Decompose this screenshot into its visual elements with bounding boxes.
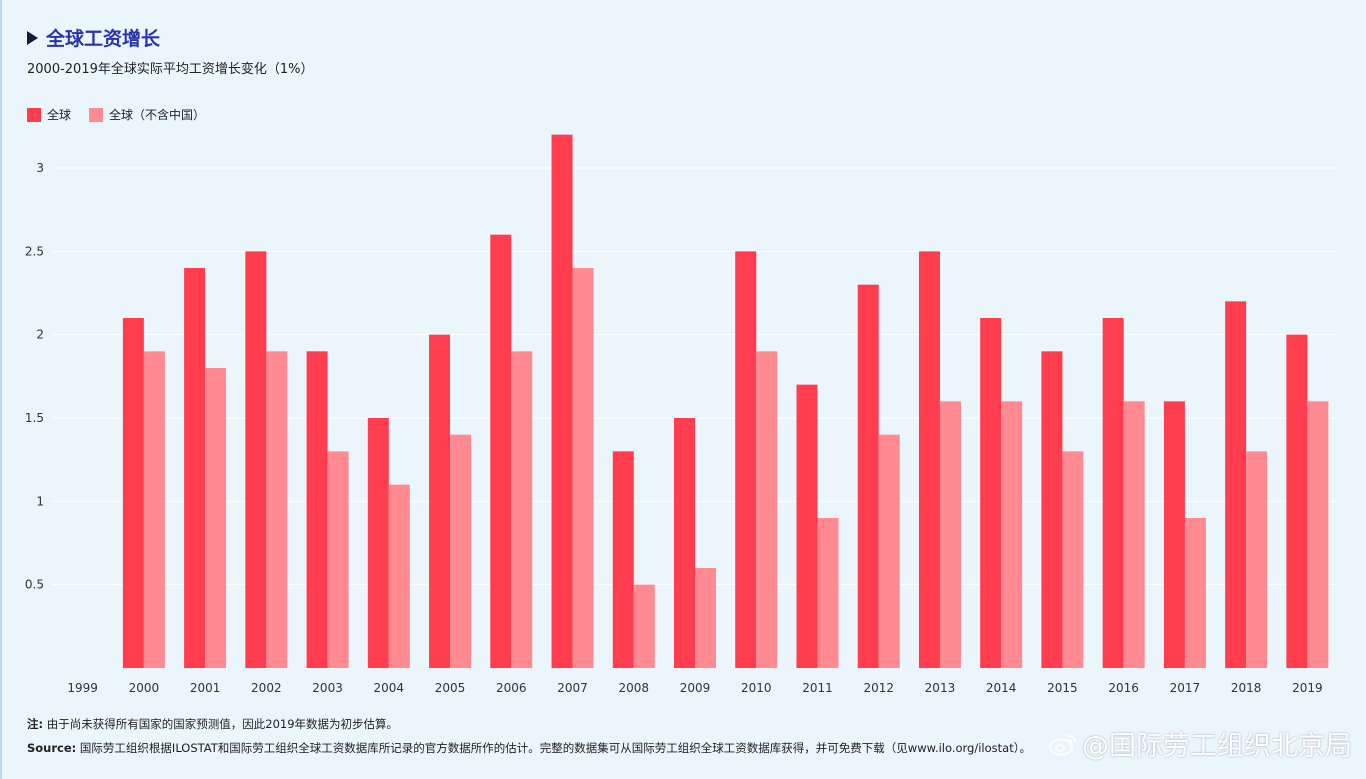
x-tick-label: 2014 [986, 681, 1017, 695]
y-tick-label: 2.5 [25, 244, 44, 258]
bar-global [1102, 318, 1124, 668]
x-tick-label: 2017 [1170, 681, 1201, 695]
left-border [0, 0, 2, 779]
bar-global-excl-china [878, 434, 900, 668]
bar-global-excl-china [511, 351, 533, 668]
source-line: Source: 国际劳工组织根据ILOSTAT和国际劳工组织全球工资数据库所记录… [27, 740, 1031, 756]
legend-item-global[interactable]: 全球 [27, 106, 71, 123]
bar-global-excl-china [756, 351, 778, 668]
note-label: 注: [27, 717, 44, 731]
x-tick-label: 2010 [741, 681, 772, 695]
x-tick-label: 2006 [496, 681, 527, 695]
bar-global-excl-china [939, 401, 961, 668]
note-text: 由于尚未获得所有国家的国家预测值，因此2019年数据为初步估算。 [46, 717, 399, 731]
bar-global [551, 134, 573, 668]
title-row: 全球工资增长 [27, 24, 160, 51]
chart-subtitle: 2000-2019年全球实际平均工资增长变化（1%） [27, 62, 314, 77]
bar-global [857, 284, 879, 668]
x-tick-label: 2016 [1108, 681, 1139, 695]
bar-global [1286, 334, 1308, 668]
footnote: 注: 由于尚未获得所有国家的国家预测值，因此2019年数据为初步估算。 [27, 716, 398, 732]
triangle-right-icon [27, 30, 38, 45]
y-tick-label: 0.5 [25, 578, 44, 592]
legend-swatch-global-excl-china [89, 107, 104, 122]
legend-label-global-excl-china: 全球（不含中国） [109, 108, 206, 122]
bar-global-excl-china [388, 484, 410, 668]
bar-global [1225, 301, 1247, 668]
bar-global-excl-china [327, 451, 349, 668]
bar-global [980, 318, 1002, 668]
x-tick-label: 2004 [374, 681, 405, 695]
bar-global-excl-china [1184, 518, 1206, 668]
bar-global [1041, 351, 1063, 668]
bar-global [735, 251, 757, 669]
x-tick-label: 2009 [680, 681, 711, 695]
bar-global-excl-china [572, 268, 594, 668]
chart-legend: 全球 全球（不含中国） [27, 106, 223, 123]
x-tick-label: 2001 [190, 681, 221, 695]
x-tick-label: 2007 [557, 681, 588, 695]
x-tick-label: 2015 [1047, 681, 1078, 695]
bar-global-excl-china [450, 434, 472, 668]
bar-global-excl-china [633, 584, 655, 668]
bar-global-excl-china [1307, 401, 1329, 668]
bar-global [1163, 401, 1185, 668]
bar-global-excl-china [1246, 451, 1268, 668]
x-tick-label: 2013 [925, 681, 956, 695]
x-tick-label: 1999 [67, 681, 98, 695]
x-tick-label: 2018 [1231, 681, 1262, 695]
source-text: 国际劳工组织根据ILOSTAT和国际劳工组织全球工资数据库所记录的官方数据所作的… [79, 741, 1031, 755]
chart-title: 全球工资增长 [46, 28, 161, 50]
bar-global-excl-china [1062, 451, 1084, 668]
x-tick-label: 2003 [312, 681, 343, 695]
source-label: Source: [27, 741, 77, 755]
legend-item-global-excl-china[interactable]: 全球（不含中国） [89, 106, 205, 123]
x-tick-label: 2012 [863, 681, 894, 695]
bar-global [306, 351, 328, 668]
x-tick-label: 2019 [1292, 681, 1323, 695]
legend-label-global: 全球 [47, 108, 72, 122]
bar-global-excl-china [1123, 401, 1145, 668]
x-tick-label: 2005 [435, 681, 466, 695]
bar-global [367, 418, 389, 668]
y-tick-label: 1 [36, 494, 44, 508]
x-tick-label: 2011 [802, 681, 833, 695]
y-tick-label: 1.5 [25, 411, 44, 425]
weibo-logo-icon [1049, 734, 1076, 755]
bar-global-excl-china [143, 351, 165, 668]
bar-global [796, 384, 818, 668]
watermark: @国际劳工组织北京局 [1048, 724, 1352, 763]
x-tick-label: 2000 [129, 681, 160, 695]
legend-swatch-global [27, 107, 41, 122]
bar-global-excl-china [817, 518, 839, 668]
x-tick-label: 2008 [618, 681, 649, 695]
bar-global-excl-china [1001, 401, 1023, 668]
bar-global [184, 268, 206, 668]
bar-global [122, 318, 144, 668]
bar-global-excl-china [266, 351, 288, 668]
bar-global-excl-china [695, 568, 716, 668]
x-tick-label: 2002 [251, 681, 282, 695]
y-tick-label: 2 [36, 328, 44, 342]
bar-global [429, 334, 451, 668]
y-tick-label: 3 [36, 161, 44, 175]
bar-global-excl-china [205, 368, 227, 668]
bar-global [612, 451, 634, 668]
bar-global [245, 251, 267, 669]
watermark-text: @国际劳工组织北京局 [1082, 731, 1352, 762]
bar-global [674, 418, 695, 668]
bar-global [490, 234, 512, 668]
bar-global [918, 251, 940, 669]
